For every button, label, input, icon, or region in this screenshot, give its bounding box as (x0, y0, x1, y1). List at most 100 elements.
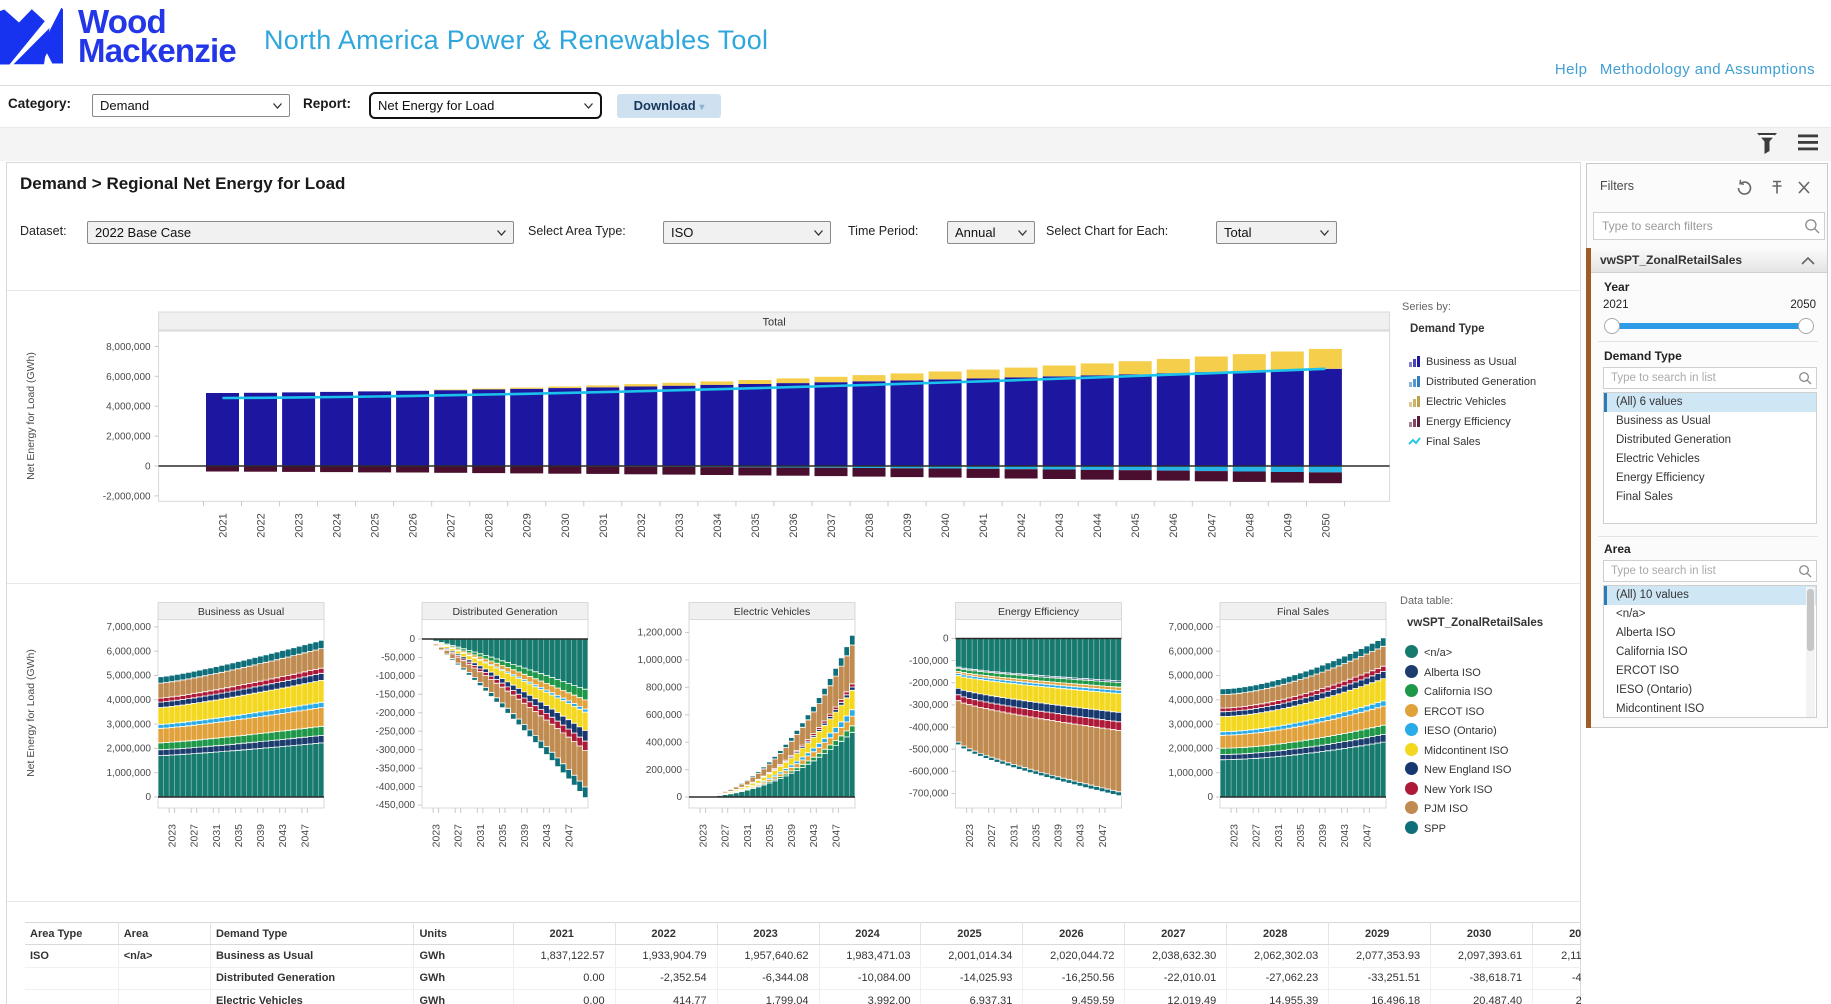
svg-text:1,000,000: 1,000,000 (107, 768, 152, 779)
svg-text:0: 0 (409, 634, 415, 645)
svg-text:2044: 2044 (1092, 513, 1104, 537)
svg-text:2039: 2039 (255, 824, 267, 848)
svg-text:2023: 2023 (167, 824, 179, 848)
svg-text:2038: 2038 (864, 513, 876, 537)
svg-text:2035: 2035 (1295, 824, 1307, 848)
svg-text:2023: 2023 (698, 824, 710, 848)
svg-text:2027: 2027 (446, 513, 458, 537)
svg-text:2050: 2050 (1320, 513, 1332, 537)
svg-text:3,000,000: 3,000,000 (107, 719, 152, 730)
svg-text:2047: 2047 (1097, 824, 1109, 848)
svg-text:-250,000: -250,000 (376, 726, 416, 737)
svg-text:2043: 2043 (541, 824, 553, 848)
svg-text:2031: 2031 (598, 513, 610, 537)
svg-text:2,000,000: 2,000,000 (106, 432, 151, 443)
svg-text:2041: 2041 (978, 513, 990, 537)
svg-text:Electric Vehicles: Electric Vehicles (734, 606, 810, 618)
svg-text:2025: 2025 (370, 513, 382, 537)
svg-text:5,000,000: 5,000,000 (1169, 671, 1214, 682)
svg-text:2037: 2037 (826, 513, 838, 537)
svg-text:2032: 2032 (636, 513, 648, 537)
svg-text:2039: 2039 (1317, 824, 1329, 848)
svg-text:2042: 2042 (1016, 513, 1028, 537)
svg-text:2027: 2027 (720, 824, 732, 848)
svg-text:2035: 2035 (750, 513, 762, 537)
svg-text:2039: 2039 (902, 513, 914, 537)
svg-text:-150,000: -150,000 (376, 690, 416, 701)
svg-text:7,000,000: 7,000,000 (107, 622, 152, 633)
svg-text:2035: 2035 (1030, 824, 1042, 848)
svg-text:Total: Total (762, 317, 785, 329)
svg-text:2035: 2035 (497, 824, 509, 848)
svg-text:2039: 2039 (1053, 824, 1065, 848)
svg-text:2035: 2035 (764, 824, 776, 848)
svg-text:2036: 2036 (788, 513, 800, 537)
svg-text:2028: 2028 (484, 513, 496, 537)
svg-text:-2,000,000: -2,000,000 (103, 491, 151, 502)
svg-text:4,000,000: 4,000,000 (107, 695, 152, 706)
svg-text:2,000,000: 2,000,000 (107, 744, 152, 755)
svg-text:3,000,000: 3,000,000 (1169, 719, 1214, 730)
svg-text:2021: 2021 (218, 513, 230, 537)
svg-text:0: 0 (1207, 792, 1213, 803)
svg-text:-300,000: -300,000 (376, 745, 416, 756)
svg-text:0: 0 (145, 462, 151, 473)
svg-text:200,000: 200,000 (646, 765, 683, 776)
svg-text:2031: 2031 (211, 824, 223, 848)
svg-text:2046: 2046 (1168, 513, 1180, 537)
svg-text:2039: 2039 (519, 824, 531, 848)
svg-text:2048: 2048 (1244, 513, 1256, 537)
svg-text:2027: 2027 (189, 824, 201, 848)
svg-text:Energy Efficiency: Energy Efficiency (998, 606, 1080, 618)
svg-text:2029: 2029 (522, 513, 534, 537)
svg-text:2024: 2024 (332, 513, 344, 537)
svg-text:2030: 2030 (560, 513, 572, 537)
svg-text:2027: 2027 (1251, 824, 1263, 848)
svg-text:2043: 2043 (808, 824, 820, 848)
svg-text:2027: 2027 (453, 824, 465, 848)
svg-text:2047: 2047 (1361, 824, 1373, 848)
svg-text:6,000,000: 6,000,000 (106, 372, 151, 383)
svg-text:-100,000: -100,000 (376, 671, 416, 682)
svg-text:0: 0 (145, 792, 151, 803)
svg-text:1,000,000: 1,000,000 (638, 655, 683, 666)
svg-text:2047: 2047 (1206, 513, 1218, 537)
svg-text:2027: 2027 (986, 824, 998, 848)
svg-text:-400,000: -400,000 (909, 722, 949, 733)
svg-text:2,000,000: 2,000,000 (1169, 744, 1214, 755)
svg-text:2043: 2043 (1054, 513, 1066, 537)
svg-text:2023: 2023 (294, 513, 306, 537)
svg-text:1,000,000: 1,000,000 (1169, 768, 1214, 779)
svg-text:Business as Usual: Business as Usual (198, 606, 284, 618)
svg-text:-500,000: -500,000 (909, 744, 949, 755)
svg-text:-400,000: -400,000 (376, 782, 416, 793)
svg-text:2035: 2035 (233, 824, 245, 848)
svg-text:2033: 2033 (674, 513, 686, 537)
svg-text:-350,000: -350,000 (376, 763, 416, 774)
svg-text:800,000: 800,000 (646, 683, 683, 694)
svg-text:2023: 2023 (1229, 824, 1241, 848)
svg-text:6,000,000: 6,000,000 (107, 646, 152, 657)
svg-text:6,000,000: 6,000,000 (1169, 646, 1214, 657)
svg-text:Final Sales: Final Sales (1277, 606, 1329, 618)
svg-text:2023: 2023 (431, 824, 443, 848)
svg-text:-300,000: -300,000 (909, 700, 949, 711)
svg-text:-600,000: -600,000 (909, 767, 949, 778)
svg-text:Net Energy for Load (GWh): Net Energy for Load (GWh) (25, 649, 37, 777)
svg-text:-50,000: -50,000 (381, 653, 415, 664)
svg-text:2047: 2047 (563, 824, 575, 848)
svg-text:Distributed Generation: Distributed Generation (452, 606, 557, 618)
svg-text:2031: 2031 (1273, 824, 1285, 848)
svg-text:8,000,000: 8,000,000 (106, 342, 151, 353)
svg-text:0: 0 (676, 792, 682, 803)
svg-text:-200,000: -200,000 (909, 678, 949, 689)
svg-text:400,000: 400,000 (646, 737, 683, 748)
svg-text:7,000,000: 7,000,000 (1169, 622, 1214, 633)
svg-text:2023: 2023 (964, 824, 976, 848)
svg-text:2047: 2047 (830, 824, 842, 848)
svg-text:2022: 2022 (256, 513, 268, 537)
svg-text:-700,000: -700,000 (909, 789, 949, 800)
svg-text:4,000,000: 4,000,000 (1169, 695, 1214, 706)
svg-text:-450,000: -450,000 (376, 800, 416, 811)
svg-text:5,000,000: 5,000,000 (107, 671, 152, 682)
